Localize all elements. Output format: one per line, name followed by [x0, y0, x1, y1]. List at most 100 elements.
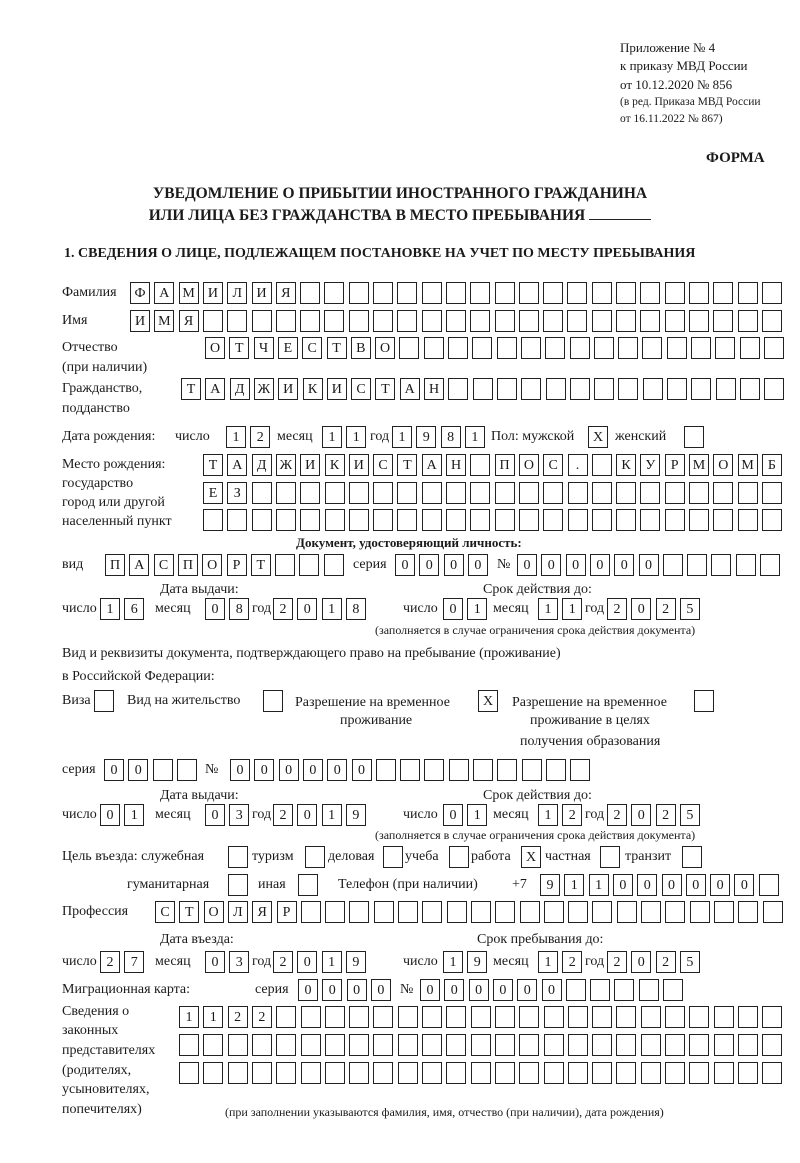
- char-box[interactable]: [298, 874, 318, 896]
- char-box[interactable]: [446, 1062, 467, 1084]
- char-box[interactable]: 2: [273, 804, 293, 826]
- char-box[interactable]: Т: [397, 454, 418, 476]
- char-box[interactable]: 8: [229, 598, 250, 620]
- char-box[interactable]: Д: [229, 378, 250, 400]
- char-box[interactable]: И: [202, 282, 223, 304]
- char-box[interactable]: 0: [444, 979, 465, 1001]
- char-box[interactable]: [592, 1034, 613, 1056]
- char-box[interactable]: [373, 509, 394, 531]
- char-box[interactable]: [275, 509, 296, 531]
- char-box[interactable]: [737, 509, 758, 531]
- char-box[interactable]: [325, 901, 346, 923]
- char-box[interactable]: [543, 1034, 564, 1056]
- char-box[interactable]: [518, 282, 539, 304]
- char-box[interactable]: [689, 482, 709, 504]
- char-box[interactable]: Ч: [253, 337, 274, 359]
- char-box[interactable]: [300, 482, 321, 504]
- char-box[interactable]: О: [203, 901, 224, 923]
- char-box[interactable]: 1: [179, 1006, 199, 1028]
- char-box[interactable]: Т: [229, 337, 250, 359]
- char-box[interactable]: [227, 509, 248, 531]
- char-box[interactable]: [715, 378, 736, 400]
- char-box[interactable]: [737, 282, 758, 304]
- char-box[interactable]: 0: [492, 979, 513, 1001]
- char-box[interactable]: [422, 1062, 442, 1084]
- char-box[interactable]: [349, 1034, 370, 1056]
- char-box[interactable]: С: [153, 554, 174, 576]
- char-box[interactable]: [568, 901, 589, 923]
- char-box[interactable]: [324, 1062, 345, 1084]
- char-box[interactable]: [518, 509, 539, 531]
- char-box[interactable]: [470, 1062, 491, 1084]
- char-box[interactable]: Р: [276, 901, 297, 923]
- char-box[interactable]: [397, 509, 418, 531]
- char-box[interactable]: [176, 759, 197, 781]
- char-box[interactable]: [737, 482, 758, 504]
- char-box[interactable]: 0: [346, 979, 367, 1001]
- char-box[interactable]: [600, 846, 620, 868]
- char-box[interactable]: [470, 482, 491, 504]
- char-box[interactable]: [689, 901, 710, 923]
- char-box[interactable]: П: [494, 454, 515, 476]
- char-box[interactable]: А: [154, 282, 175, 304]
- char-box[interactable]: [614, 979, 635, 1001]
- char-box[interactable]: С: [155, 901, 175, 923]
- char-box[interactable]: 2: [607, 951, 627, 973]
- char-box[interactable]: [761, 282, 782, 304]
- char-box[interactable]: [662, 554, 683, 576]
- char-box[interactable]: [519, 1034, 540, 1056]
- char-box[interactable]: [711, 554, 732, 576]
- char-box[interactable]: [300, 509, 321, 531]
- char-box[interactable]: [616, 901, 637, 923]
- char-box[interactable]: [665, 901, 686, 923]
- char-box[interactable]: X: [478, 690, 498, 712]
- char-box[interactable]: [397, 1034, 418, 1056]
- char-box[interactable]: [687, 554, 708, 576]
- char-box[interactable]: [494, 509, 515, 531]
- char-box[interactable]: [591, 282, 612, 304]
- char-box[interactable]: [397, 282, 418, 304]
- char-box[interactable]: Л: [227, 901, 248, 923]
- char-box[interactable]: [737, 1006, 758, 1028]
- char-box[interactable]: 2: [607, 598, 627, 620]
- char-box[interactable]: 0: [205, 951, 225, 973]
- char-box[interactable]: [691, 378, 712, 400]
- char-box[interactable]: [445, 310, 466, 332]
- char-box[interactable]: Т: [250, 554, 271, 576]
- char-box[interactable]: С: [373, 454, 394, 476]
- char-box[interactable]: В: [350, 337, 371, 359]
- char-box[interactable]: [446, 509, 466, 531]
- char-box[interactable]: [641, 901, 661, 923]
- char-box[interactable]: Я: [252, 901, 273, 923]
- char-box[interactable]: [373, 310, 393, 332]
- char-box[interactable]: [565, 979, 586, 1001]
- char-box[interactable]: 1: [443, 951, 463, 973]
- char-box[interactable]: [470, 454, 491, 476]
- char-box[interactable]: [421, 482, 442, 504]
- char-box[interactable]: [470, 310, 491, 332]
- char-box[interactable]: О: [375, 337, 396, 359]
- char-box[interactable]: [591, 454, 612, 476]
- char-box[interactable]: 2: [273, 598, 293, 620]
- char-box[interactable]: [758, 874, 779, 896]
- char-box[interactable]: У: [640, 454, 661, 476]
- char-box[interactable]: [449, 846, 469, 868]
- char-box[interactable]: [470, 282, 491, 304]
- char-box[interactable]: [739, 337, 760, 359]
- char-box[interactable]: [543, 901, 564, 923]
- char-box[interactable]: 1: [588, 874, 609, 896]
- char-box[interactable]: 0: [710, 874, 731, 896]
- char-box[interactable]: Т: [179, 901, 200, 923]
- char-box[interactable]: [762, 1034, 783, 1056]
- char-box[interactable]: 0: [612, 874, 633, 896]
- char-box[interactable]: [470, 901, 491, 923]
- char-box[interactable]: 0: [631, 598, 652, 620]
- char-box[interactable]: 1: [321, 804, 342, 826]
- char-box[interactable]: А: [129, 554, 150, 576]
- char-box[interactable]: [276, 1062, 297, 1084]
- char-box[interactable]: 2: [250, 426, 271, 448]
- char-box[interactable]: 0: [637, 874, 658, 896]
- char-box[interactable]: 9: [345, 951, 366, 973]
- char-box[interactable]: [263, 690, 283, 712]
- char-box[interactable]: 2: [227, 1006, 248, 1028]
